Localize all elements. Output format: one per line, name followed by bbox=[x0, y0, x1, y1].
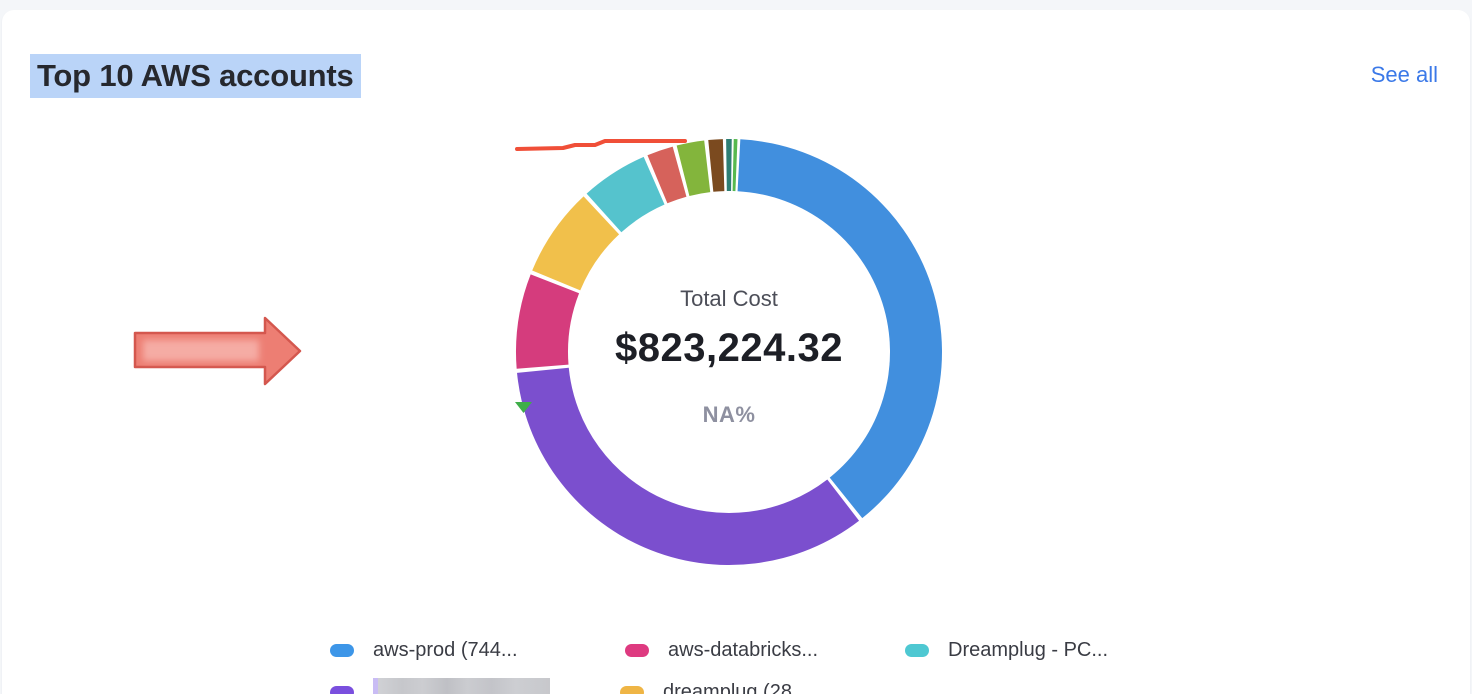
card-header: Top 10 AWS accounts See all bbox=[2, 44, 1470, 98]
card-title: Top 10 AWS accounts bbox=[30, 54, 361, 98]
legend-swatch bbox=[625, 643, 649, 657]
legend-swatch bbox=[330, 643, 354, 657]
legend-swatch bbox=[620, 685, 644, 694]
donut-segment[interactable] bbox=[732, 139, 738, 192]
legend-label: Dreamplug - PC... bbox=[948, 638, 1109, 661]
legend-label: dreamplug (28... bbox=[663, 680, 809, 694]
donut-segment[interactable] bbox=[647, 146, 687, 204]
arrow-redacted-text bbox=[143, 340, 259, 361]
donut-segment[interactable] bbox=[517, 367, 860, 566]
red-arrow-annotation bbox=[133, 316, 302, 386]
legend-swatch bbox=[330, 685, 354, 694]
donut-segment[interactable] bbox=[737, 139, 942, 519]
legend-label: aws-databricks... bbox=[668, 638, 819, 661]
see-all-link[interactable]: See all bbox=[1370, 62, 1438, 87]
donut-chart: Total Cost $823,224.32 NA% bbox=[515, 138, 943, 566]
donut-segment[interactable] bbox=[532, 196, 620, 291]
donut-segment[interactable] bbox=[516, 274, 580, 369]
legend-item-redacted[interactable] bbox=[330, 672, 550, 694]
legend-item-aws-databricks[interactable]: aws-databricks... bbox=[625, 634, 818, 666]
legend-item-dreamplug[interactable]: dreamplug (28... bbox=[620, 672, 809, 694]
title-wrap: Top 10 AWS accounts bbox=[30, 54, 361, 98]
legend-swatch bbox=[905, 643, 929, 657]
donut-segment[interactable] bbox=[708, 139, 725, 192]
redacted-label bbox=[373, 678, 550, 694]
legend-item-dreamplug-pc[interactable]: Dreamplug - PC... bbox=[905, 634, 1108, 666]
legend-label: aws-prod (744... bbox=[373, 638, 518, 661]
top-accounts-card: Top 10 AWS accounts See all Total Cost $… bbox=[2, 10, 1470, 694]
donut-segment[interactable] bbox=[726, 139, 732, 192]
donut-segment[interactable] bbox=[586, 156, 665, 233]
donut-svg bbox=[516, 139, 942, 566]
donut-segment[interactable] bbox=[676, 140, 711, 196]
legend-item-aws-prod[interactable]: aws-prod (744... bbox=[330, 634, 518, 666]
